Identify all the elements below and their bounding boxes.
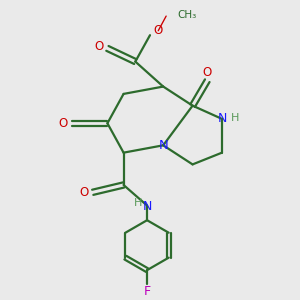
Text: CH₃: CH₃ — [177, 10, 196, 20]
Text: O: O — [203, 66, 212, 79]
Text: H: H — [231, 113, 239, 123]
Text: O: O — [94, 40, 104, 53]
Text: O: O — [154, 24, 163, 37]
Text: F: F — [143, 285, 151, 298]
Text: O: O — [58, 117, 68, 130]
Text: N: N — [218, 112, 227, 125]
Text: N: N — [143, 200, 152, 213]
Text: O: O — [80, 186, 89, 199]
Text: N: N — [159, 140, 169, 152]
Text: H: H — [134, 198, 142, 208]
